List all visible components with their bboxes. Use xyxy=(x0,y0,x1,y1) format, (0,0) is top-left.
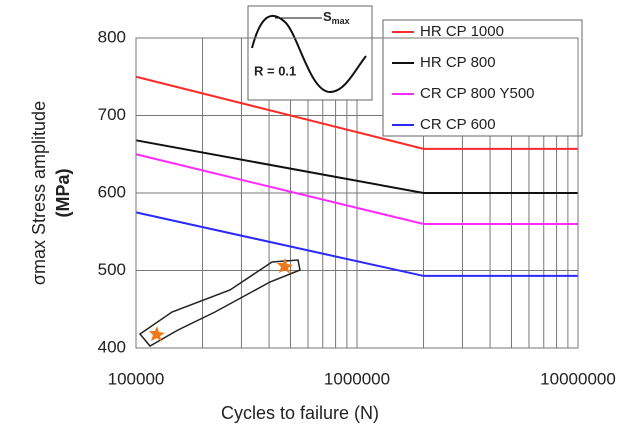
y-axis-label: σmax Stress amplitude xyxy=(29,101,49,285)
y-tick-label: 600 xyxy=(98,182,126,201)
legend: HR CP 1000 HR CP 800 CR CP 800 Y500 CR CP 6… xyxy=(382,19,583,137)
series-line xyxy=(135,153,578,225)
y-tick-label: 400 xyxy=(98,337,126,356)
x-tick-label: 10000000 xyxy=(540,369,616,388)
specimen-icon xyxy=(138,258,301,347)
y-axis-label: (MPa) xyxy=(53,168,73,217)
series-line xyxy=(135,139,578,194)
inset-ratio-label: R = 0.1 xyxy=(254,63,296,78)
axes: 400 500 600 700 800 100000 1000000 10000000 xyxy=(98,27,616,388)
x-axis-label: Cycles to failure (N) xyxy=(221,403,379,423)
series-line xyxy=(135,75,578,150)
x-tick-label: 1000000 xyxy=(324,369,390,388)
inset-peak-label: Smax xyxy=(323,9,350,26)
legend-label: HR CP 1000 xyxy=(420,23,504,40)
y-tick-label: 800 xyxy=(98,27,126,46)
legend-label: HR CP 800 xyxy=(420,54,496,71)
inset-box xyxy=(247,5,373,101)
plot-frame xyxy=(135,37,579,349)
y-tick-label: 700 xyxy=(98,105,126,124)
legend-label: CR CP 800 Y500 xyxy=(420,85,535,102)
inset: Smax R = 0.1 xyxy=(247,5,373,101)
inset-wave xyxy=(251,14,367,94)
y-tick-label: 500 xyxy=(98,260,126,279)
series-line xyxy=(135,211,578,277)
legend-box xyxy=(382,19,583,137)
series xyxy=(135,75,578,277)
x-tick-label: 100000 xyxy=(108,369,165,388)
legend-label: CR CP 600 xyxy=(420,116,496,133)
